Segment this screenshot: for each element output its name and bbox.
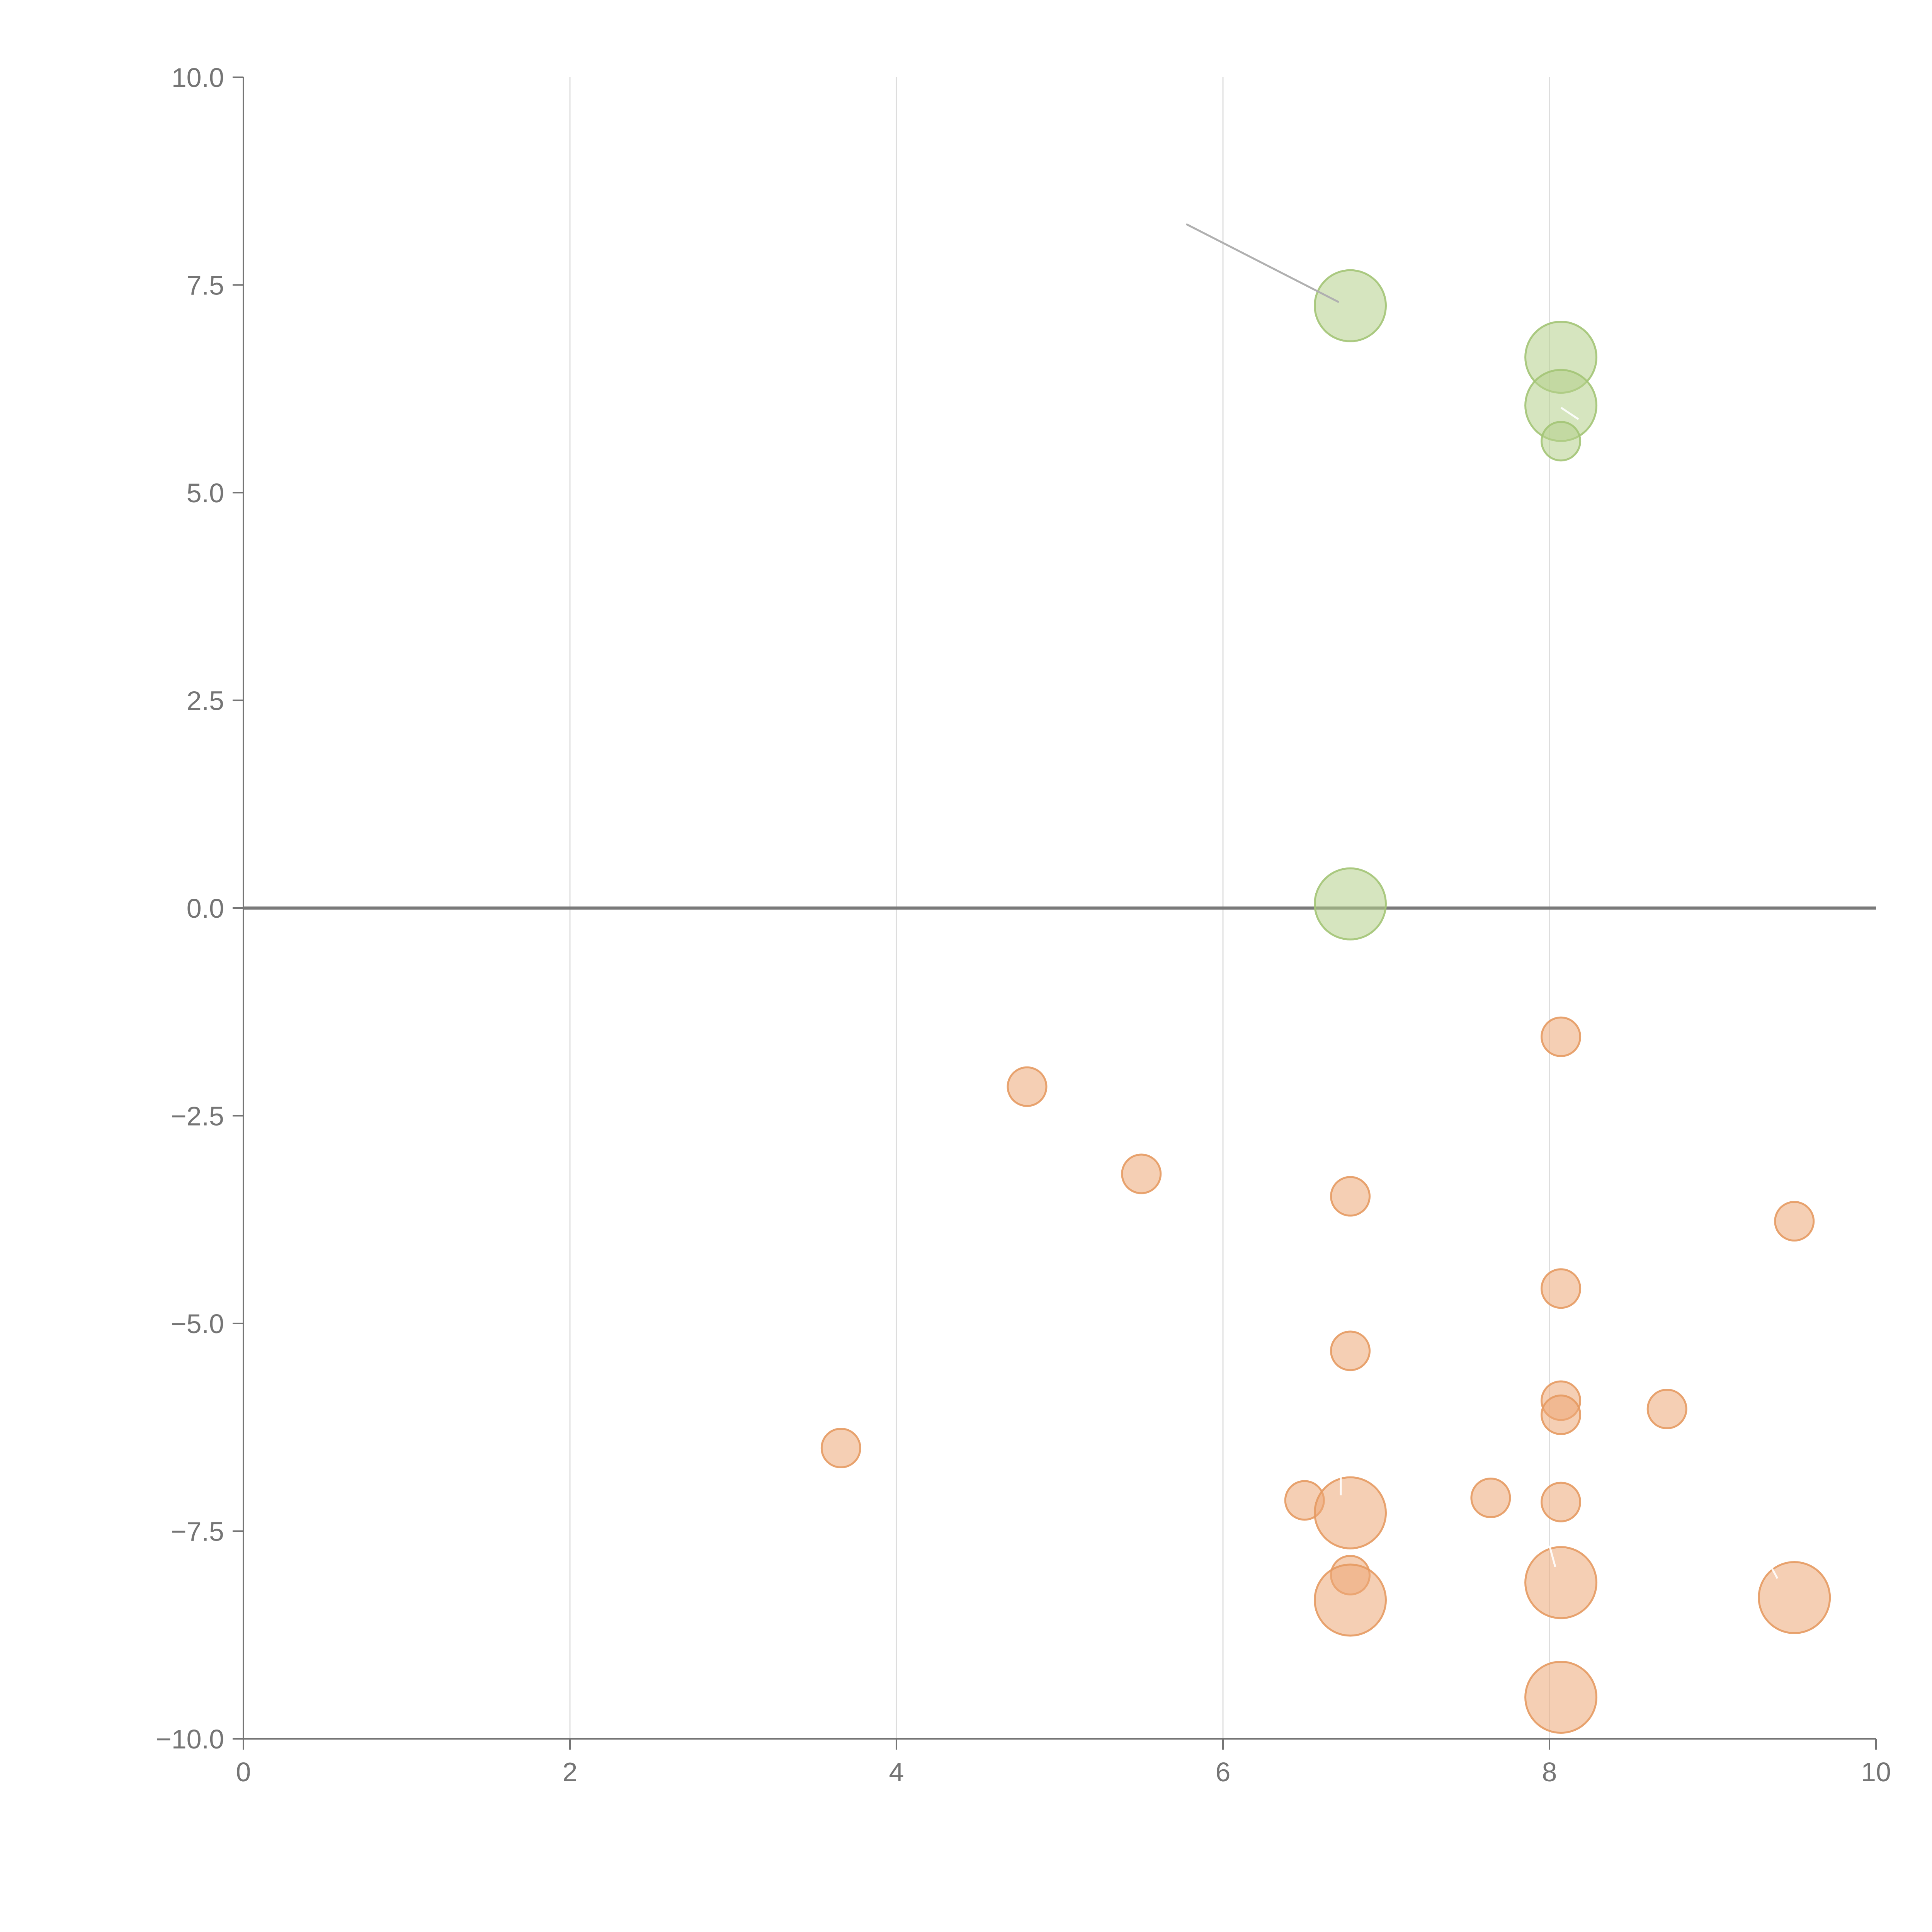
- y-tick-label: −10.0: [156, 1724, 224, 1754]
- leader-line: [1548, 1545, 1556, 1567]
- x-tick-label: 10: [1861, 1757, 1891, 1787]
- negative-bubble: [1541, 1481, 1582, 1522]
- negative-bubble: [1758, 1561, 1831, 1634]
- negative-bubble: [1470, 1478, 1511, 1518]
- negative-bubble: [1541, 1016, 1582, 1057]
- x-tick-label: 8: [1542, 1757, 1557, 1787]
- positive-bubble: [1314, 867, 1387, 940]
- negative-bubble: [1330, 1176, 1371, 1217]
- x-tick-label: 2: [563, 1757, 578, 1787]
- y-tick-label: 5.0: [187, 478, 224, 508]
- axes-layer: 0 2 4 6 8 10 10.0 7.5 5.0 2.5 0.0 −2.5 −5.0 −7.5 −10.0: [156, 63, 1891, 1787]
- leader-line: [1185, 223, 1340, 303]
- negative-bubble: [1007, 1066, 1048, 1107]
- y-tick-label: −7.5: [171, 1517, 224, 1547]
- y-tick-label: −2.5: [171, 1101, 224, 1131]
- x-tick-label: 0: [236, 1757, 251, 1787]
- y-tick-label: −5.0: [171, 1309, 224, 1339]
- negative-bubble: [1524, 1661, 1598, 1734]
- y-tick-label: 2.5: [187, 686, 224, 716]
- leader-line: [1560, 406, 1579, 420]
- leader-lines: [1185, 223, 1779, 1579]
- negative-bubble: [1541, 1395, 1582, 1435]
- positive-bubble: [1541, 421, 1582, 462]
- y-tick-label: 7.5: [187, 270, 224, 301]
- negative-bubble: [1541, 1268, 1582, 1309]
- negative-bubble: [1646, 1388, 1687, 1429]
- leader-line: [1765, 1556, 1779, 1579]
- negative-bubble: [1524, 1546, 1598, 1619]
- negative-bubble: [1774, 1201, 1815, 1242]
- y-tick-label: 0.0: [187, 893, 224, 923]
- x-tick-label: 4: [889, 1757, 904, 1787]
- negative-bubble: [1314, 1563, 1387, 1637]
- negative-bubble: [820, 1428, 861, 1468]
- x-tick-label: 6: [1216, 1757, 1231, 1787]
- positive-bubble: [1314, 269, 1387, 342]
- bubble-layer: [820, 269, 1831, 1734]
- negative-bubble: [1314, 1476, 1387, 1549]
- negative-bubble: [1121, 1153, 1162, 1194]
- negative-bubble: [1330, 1330, 1371, 1371]
- y-tick-label: 10.0: [172, 63, 224, 93]
